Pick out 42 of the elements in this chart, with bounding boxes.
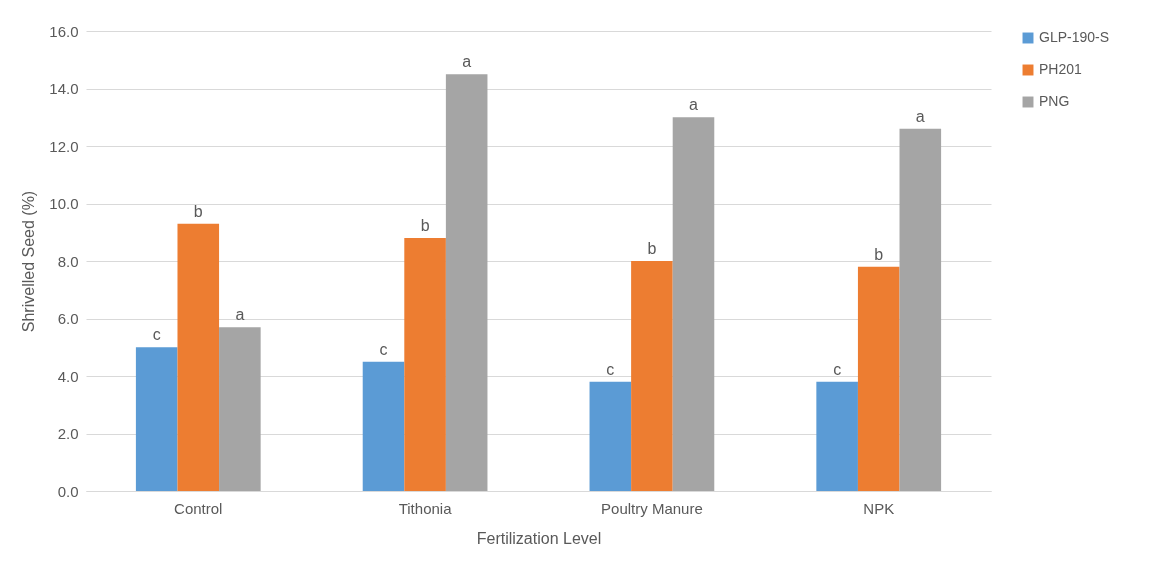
legend-label: PH201 [1039, 61, 1083, 77]
bar [857, 266, 900, 491]
data-label: b [193, 202, 203, 220]
legend-label: PNG [1039, 93, 1070, 109]
y-tick-label: 2.0 [57, 425, 79, 442]
data-label: c [833, 360, 842, 378]
x-tick-label: Tithonia [398, 499, 453, 517]
x-tick-label: Control [174, 499, 223, 517]
data-label: c [606, 360, 615, 378]
bar [177, 223, 220, 491]
bar [219, 327, 261, 491]
y-axis-title: Shrivelled Seed (%) [20, 190, 38, 333]
bar [899, 128, 942, 491]
bar [631, 261, 673, 491]
bar [135, 347, 178, 491]
data-label: c [379, 340, 388, 358]
y-tick-label: 16.0 [49, 22, 79, 40]
data-label: c [152, 326, 161, 344]
data-label: a [915, 107, 925, 125]
data-label: b [647, 240, 657, 257]
y-tick-label: 8.0 [57, 252, 79, 270]
data-label: a [689, 96, 699, 114]
data-label: a [235, 306, 245, 324]
y-tick-label: 6.0 [57, 310, 79, 327]
y-tick-label: 10.0 [49, 195, 79, 212]
bar [816, 381, 858, 491]
y-tick-label: 14.0 [49, 80, 79, 97]
legend-label: GLP-190-S [1039, 29, 1110, 45]
x-tick-label: Poultry Manure [601, 499, 703, 517]
data-label: b [874, 245, 884, 263]
bar [362, 361, 405, 491]
x-tick-label: NPK [863, 499, 895, 517]
y-tick-label: 0.0 [57, 482, 79, 500]
y-tick-label: 12.0 [49, 137, 79, 155]
bar [404, 238, 446, 491]
data-label: b [420, 217, 430, 234]
bar [445, 74, 488, 491]
bar [672, 117, 715, 491]
y-tick-label: 4.0 [57, 367, 79, 385]
x-axis-title: Fertilization Level [476, 529, 602, 547]
bar [589, 381, 632, 491]
data-label: a [462, 53, 472, 71]
